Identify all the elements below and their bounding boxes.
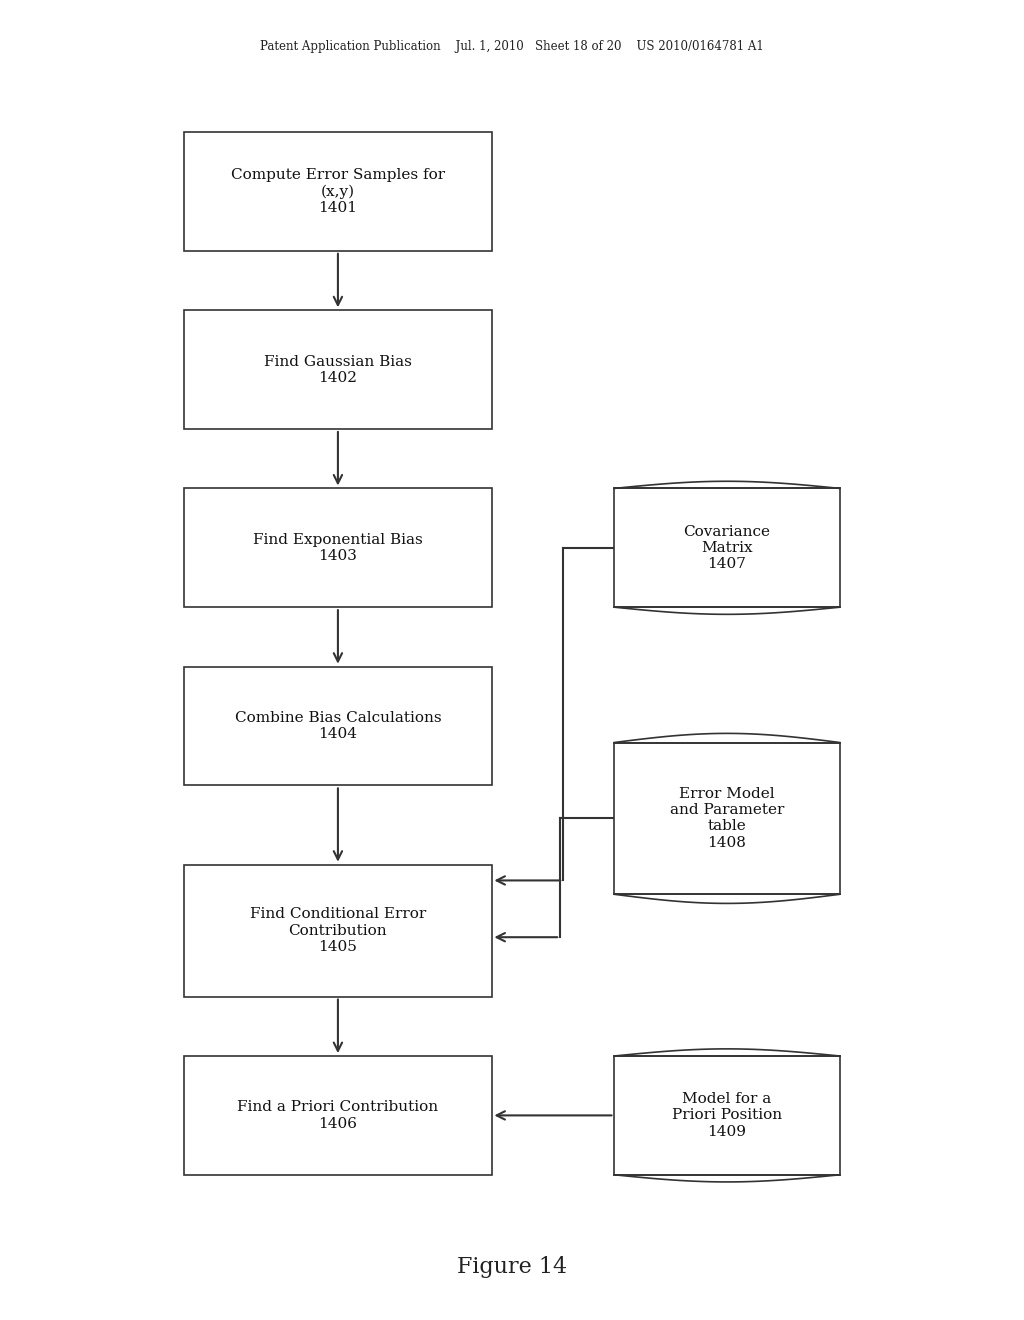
Text: Find Conditional Error
Contribution
1405: Find Conditional Error Contribution 1405 bbox=[250, 907, 426, 954]
Text: Figure 14: Figure 14 bbox=[457, 1257, 567, 1278]
FancyBboxPatch shape bbox=[184, 488, 492, 607]
Text: Compute Error Samples for
(x,y)
1401: Compute Error Samples for (x,y) 1401 bbox=[230, 168, 445, 215]
FancyBboxPatch shape bbox=[184, 132, 492, 251]
Text: Find Gaussian Bias
1402: Find Gaussian Bias 1402 bbox=[264, 355, 412, 384]
FancyBboxPatch shape bbox=[184, 310, 492, 429]
FancyBboxPatch shape bbox=[184, 865, 492, 997]
Text: Model for a
Priori Position
1409: Model for a Priori Position 1409 bbox=[672, 1092, 782, 1139]
FancyBboxPatch shape bbox=[614, 742, 840, 895]
Text: Find Exponential Bias
1403: Find Exponential Bias 1403 bbox=[253, 533, 423, 562]
Text: Combine Bias Calculations
1404: Combine Bias Calculations 1404 bbox=[234, 711, 441, 741]
Text: Patent Application Publication    Jul. 1, 2010   Sheet 18 of 20    US 2010/01647: Patent Application Publication Jul. 1, 2… bbox=[260, 40, 764, 53]
Text: Error Model
and Parameter
table
1408: Error Model and Parameter table 1408 bbox=[670, 787, 784, 850]
Text: Covariance
Matrix
1407: Covariance Matrix 1407 bbox=[684, 524, 770, 572]
FancyBboxPatch shape bbox=[614, 488, 840, 607]
Text: Find a Priori Contribution
1406: Find a Priori Contribution 1406 bbox=[238, 1101, 438, 1130]
FancyBboxPatch shape bbox=[184, 1056, 492, 1175]
FancyBboxPatch shape bbox=[614, 1056, 840, 1175]
FancyBboxPatch shape bbox=[184, 667, 492, 785]
